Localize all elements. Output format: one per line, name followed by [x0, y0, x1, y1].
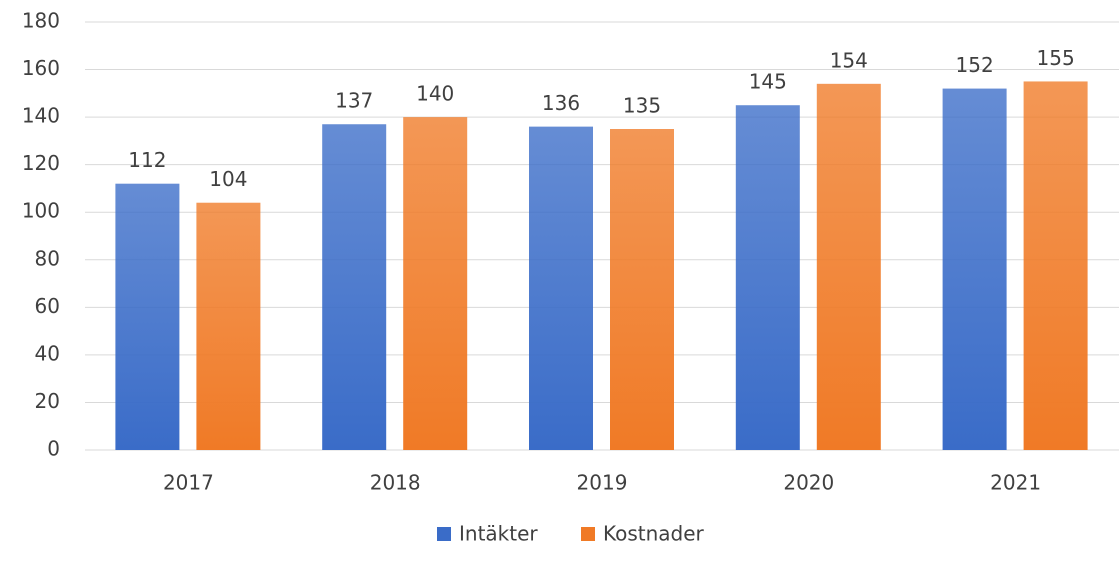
- x-tick-label: 2018: [370, 471, 421, 495]
- legend-label: Intäkter: [459, 522, 538, 546]
- y-tick-label: 0: [47, 437, 60, 461]
- bar: [942, 88, 1007, 451]
- data-label: 152: [956, 53, 994, 77]
- y-tick-label: 180: [22, 9, 60, 33]
- bar: [529, 126, 593, 450]
- data-label: 140: [416, 82, 454, 106]
- bar: [115, 183, 180, 450]
- legend-label: Kostnader: [603, 522, 705, 546]
- y-tick-label: 120: [22, 151, 60, 175]
- bar: [816, 83, 881, 451]
- y-tick-label: 140: [22, 104, 60, 128]
- bar: [1023, 81, 1088, 450]
- bar: [735, 105, 800, 450]
- y-tick-label: 100: [22, 199, 60, 223]
- data-label: 136: [542, 91, 580, 115]
- bar: [322, 124, 387, 450]
- y-tick-label: 60: [35, 294, 60, 318]
- y-tick-label: 160: [22, 56, 60, 80]
- data-label: 104: [209, 167, 247, 191]
- x-tick-label: 2021: [990, 471, 1041, 495]
- y-tick-label: 20: [35, 389, 60, 413]
- data-label: 145: [749, 70, 787, 94]
- x-tick-label: 2020: [783, 471, 834, 495]
- data-label: 154: [830, 48, 868, 72]
- y-tick-label: 40: [35, 341, 60, 365]
- data-label: 137: [335, 89, 373, 113]
- x-tick-label: 2017: [163, 471, 214, 495]
- bar: [196, 202, 261, 450]
- legend-swatch: [581, 527, 595, 541]
- legend-swatch: [437, 527, 451, 541]
- bar: [403, 117, 468, 450]
- y-tick-label: 80: [35, 246, 60, 270]
- x-tick-label: 2019: [577, 471, 628, 495]
- data-label: 135: [623, 94, 661, 118]
- bar: [610, 129, 674, 450]
- data-label: 155: [1037, 46, 1075, 70]
- data-label: 112: [128, 148, 166, 172]
